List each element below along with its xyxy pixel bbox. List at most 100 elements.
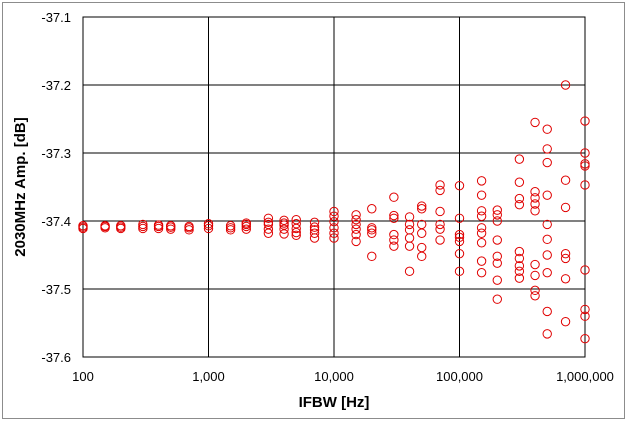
- y-tick-labels: -37.1 -37.2 -37.3 -37.4 -37.5 -37.6: [41, 10, 71, 365]
- data-point: [530, 187, 540, 197]
- data-point: [241, 218, 251, 228]
- data-point: [476, 238, 487, 248]
- data-point: [351, 224, 361, 234]
- data-point: [476, 228, 487, 238]
- data-point: [560, 253, 571, 264]
- data-point: [279, 218, 289, 228]
- data-point: [514, 273, 525, 283]
- data-point: [241, 221, 251, 232]
- data-point: [309, 225, 320, 235]
- data-point: [542, 329, 552, 339]
- data-point: [279, 224, 289, 234]
- data-point: [560, 80, 571, 90]
- data-point: [454, 232, 465, 243]
- data-point: [351, 229, 361, 240]
- data-point: [417, 201, 427, 211]
- data-points: [78, 80, 590, 344]
- data-point: [542, 306, 552, 317]
- data-point: [389, 235, 399, 245]
- data-point: [476, 223, 487, 233]
- x-tick-label: 10,000: [314, 369, 354, 384]
- data-point: [435, 219, 445, 230]
- data-point: [351, 214, 361, 225]
- data-point: [560, 202, 571, 213]
- data-point: [417, 242, 427, 253]
- y-axis-title: 2030MHz Amp. [dB]: [12, 117, 29, 256]
- data-point: [514, 246, 525, 257]
- data-point: [542, 219, 552, 230]
- data-point: [476, 176, 487, 186]
- data-point: [417, 251, 427, 262]
- data-point: [153, 220, 164, 230]
- data-point: [492, 216, 502, 226]
- data-point: [351, 219, 361, 230]
- data-point: [435, 206, 445, 217]
- data-point: [404, 241, 415, 251]
- data-point: [291, 227, 301, 238]
- data-point: [492, 251, 502, 262]
- data-point: [309, 222, 320, 232]
- data-point: [476, 267, 487, 278]
- data-point: [580, 265, 590, 275]
- data-point: [351, 210, 361, 220]
- data-point: [78, 221, 88, 231]
- chart-frame: [2, 2, 625, 419]
- data-point: [530, 285, 540, 296]
- data-point: [514, 193, 525, 204]
- data-point: [454, 236, 465, 247]
- y-tick-label: -37.5: [41, 282, 71, 297]
- data-point: [367, 251, 377, 262]
- x-tick-label: 100: [72, 369, 94, 384]
- data-point: [389, 241, 399, 251]
- data-point: [514, 154, 525, 164]
- data-point: [329, 233, 339, 243]
- plot-border: [82, 16, 586, 358]
- data-point: [404, 219, 415, 230]
- data-point: [514, 199, 525, 210]
- y-tick-label: -37.6: [41, 350, 71, 365]
- data-point: [404, 225, 415, 235]
- data-point: [138, 221, 148, 232]
- data-point: [492, 210, 502, 220]
- data-point: [542, 144, 552, 154]
- data-point: [263, 228, 274, 238]
- data-point: [530, 117, 540, 128]
- data-point: [241, 224, 251, 234]
- y-tick-label: -37.3: [41, 146, 71, 161]
- x-axis-title: IFBW [Hz]: [299, 394, 370, 411]
- data-point: [560, 175, 571, 185]
- data-point: [514, 266, 525, 277]
- data-point: [492, 275, 502, 285]
- data-point: [435, 224, 445, 234]
- data-point: [514, 261, 525, 271]
- data-point: [435, 185, 445, 196]
- data-point: [329, 211, 339, 221]
- data-point: [329, 223, 339, 233]
- data-point: [580, 180, 590, 190]
- data-point: [225, 223, 236, 233]
- data-point: [263, 213, 274, 223]
- x-tick-label: 1,000: [192, 369, 225, 384]
- data-point: [404, 212, 415, 222]
- data-point: [417, 204, 427, 214]
- data-point: [580, 333, 590, 344]
- data-point: [329, 206, 339, 217]
- data-point: [309, 217, 320, 228]
- data-point: [263, 224, 274, 234]
- x-tick-label: 1,000,000: [556, 369, 614, 384]
- data-point: [542, 250, 552, 260]
- data-point: [116, 221, 126, 231]
- data-point: [580, 311, 590, 321]
- data-point: [492, 235, 502, 245]
- data-point: [542, 124, 552, 134]
- x-tick-labels: 100 1,000 10,000 100,000 1,000,000: [72, 369, 614, 384]
- data-point: [580, 161, 590, 171]
- data-point: [492, 205, 502, 215]
- data-point: [492, 258, 502, 268]
- data-point: [530, 291, 540, 301]
- data-point: [203, 221, 214, 231]
- grid: [82, 16, 586, 358]
- data-point: [389, 210, 399, 221]
- data-point: [389, 213, 399, 223]
- data-point: [530, 206, 540, 216]
